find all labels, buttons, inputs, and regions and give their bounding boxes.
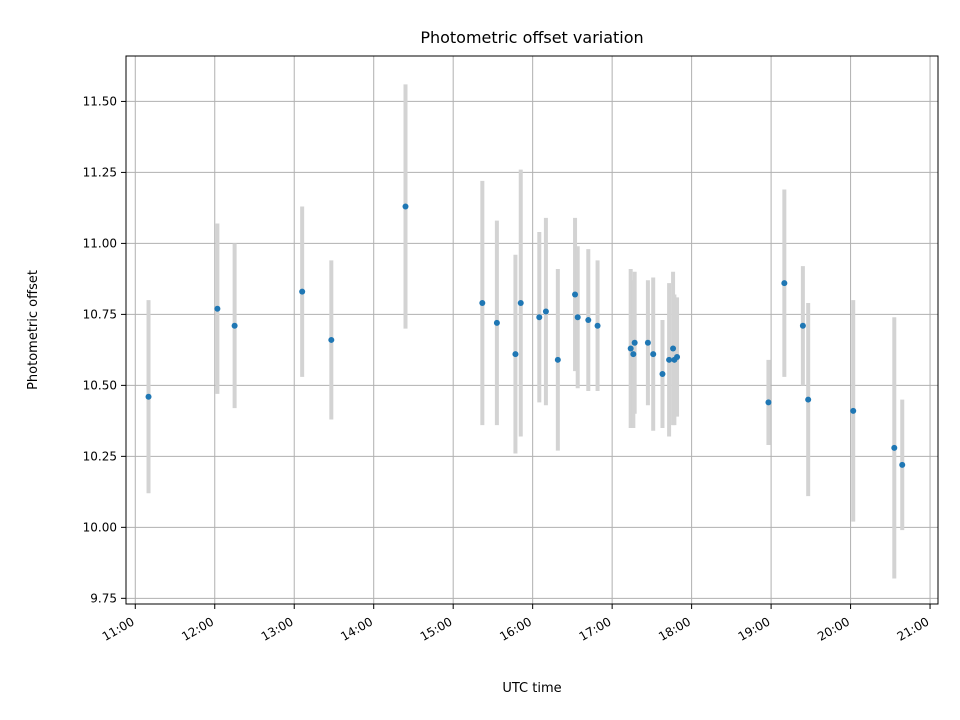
data-point	[674, 353, 681, 360]
data-point	[594, 322, 601, 329]
data-point	[765, 399, 772, 406]
x-axis-label: UTC time	[502, 681, 561, 696]
data-point	[572, 291, 579, 298]
data-point	[666, 356, 673, 363]
plot-background	[126, 56, 938, 604]
data-point	[402, 203, 409, 210]
data-point	[650, 351, 657, 358]
plot-frame	[125, 55, 939, 605]
data-point	[542, 308, 549, 315]
y-tick-labels: 9.75 10.00 10.25 10.50 10.75 11.00 11.25 11.50	[83, 94, 117, 605]
data-point	[891, 444, 898, 451]
data-points	[145, 203, 906, 468]
chart-title: Photometric offset variation	[420, 28, 643, 47]
data-point	[627, 345, 634, 352]
data-point	[479, 300, 486, 307]
data-point	[631, 339, 638, 346]
data-point	[805, 396, 812, 403]
y-tick-label: 11.50	[83, 94, 117, 108]
grid-lines	[126, 56, 938, 604]
y-tick-label: 11.00	[83, 236, 117, 250]
data-point	[799, 322, 806, 329]
y-tick-label: 10.25	[83, 449, 117, 463]
data-point	[214, 305, 221, 312]
data-point	[328, 336, 335, 343]
data-point	[231, 322, 238, 329]
data-point	[585, 317, 592, 324]
y-tick-label: 10.50	[83, 378, 117, 392]
data-point	[899, 461, 906, 468]
data-point	[145, 393, 152, 400]
data-point	[299, 288, 306, 295]
data-point	[644, 339, 651, 346]
data-point	[850, 407, 857, 414]
y-tick-label: 10.00	[83, 520, 117, 534]
data-point	[659, 371, 666, 378]
data-point	[554, 356, 561, 363]
y-tick-label: 9.75	[90, 591, 117, 605]
data-point	[493, 319, 500, 326]
data-point	[630, 351, 637, 358]
y-tick-label: 11.25	[83, 165, 117, 179]
data-point	[512, 351, 519, 358]
data-point	[517, 300, 524, 307]
y-tick-label: 10.75	[83, 307, 117, 321]
axis-ticks	[121, 100, 931, 609]
data-point	[536, 314, 543, 321]
y-axis-label: Photometric offset	[26, 270, 41, 390]
data-point	[574, 314, 581, 321]
data-point	[781, 280, 788, 287]
data-point	[670, 345, 677, 352]
